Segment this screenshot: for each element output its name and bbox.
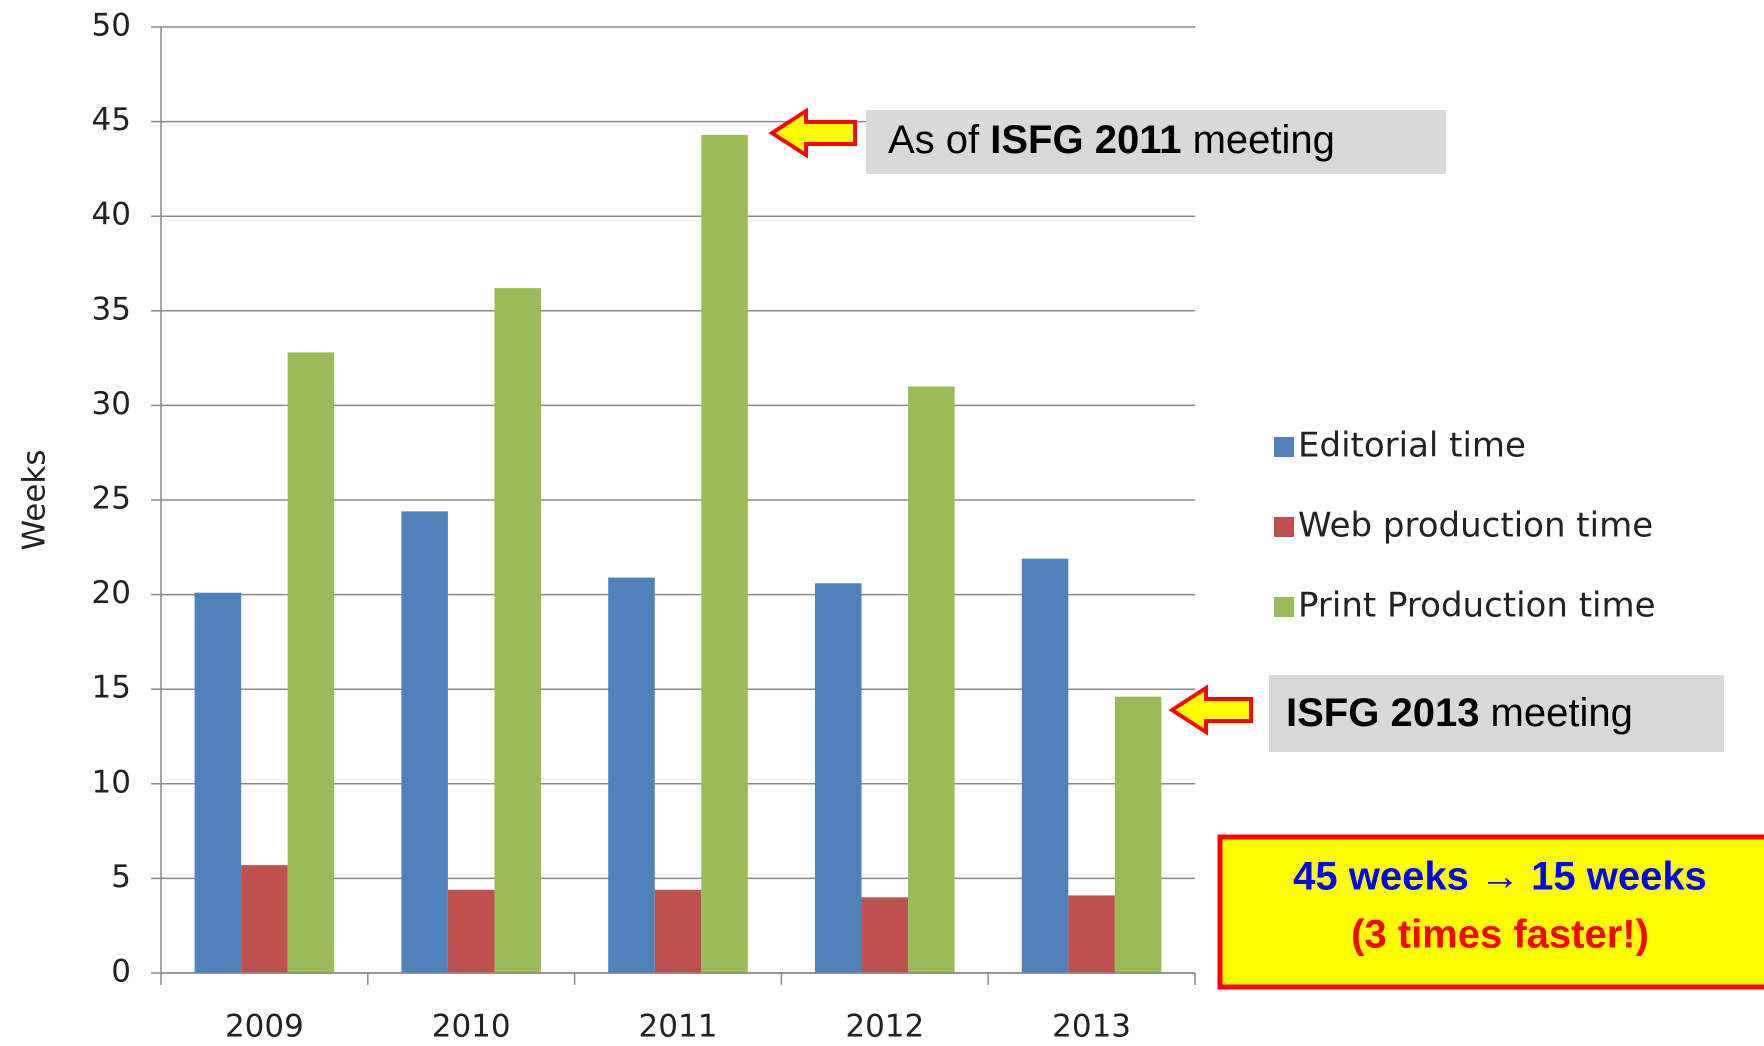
arrow — [1168, 684, 1253, 736]
y-tick-label: 15 — [92, 670, 131, 706]
x-tick-label: 2013 — [1052, 1009, 1131, 1045]
callout-text: (3 times faster!) — [1351, 913, 1649, 957]
bar — [241, 865, 288, 973]
bar — [287, 352, 335, 973]
bar — [815, 583, 862, 973]
bar — [654, 889, 702, 973]
x-tick-label: 2012 — [845, 1009, 924, 1045]
callout-box — [1217, 834, 1764, 990]
y-tick-label: 50 — [92, 8, 131, 44]
annotation-box — [866, 110, 1446, 174]
y-tick-label: 40 — [92, 197, 131, 233]
annotation-text: meeting — [1182, 118, 1335, 162]
bar — [401, 511, 448, 973]
annotation-text: ISFG 2013 — [1286, 691, 1479, 735]
bar — [861, 897, 909, 973]
legend-label: Web production time — [1298, 506, 1653, 546]
bar — [1114, 696, 1162, 973]
y-tick-label: 5 — [111, 859, 131, 895]
plot: 0 5 10 15 20 25 30 35 40 45 50 2009 2010 2011 2012 2013… — [92, 8, 1656, 1045]
y-tick-label: 10 — [92, 764, 131, 800]
x-tick-label: 2011 — [639, 1009, 718, 1045]
bar — [608, 577, 655, 973]
bar — [908, 386, 955, 974]
callout-text: 45 weeks → 15 weeks — [1293, 855, 1707, 899]
annotation-text: ISFG 2011 — [990, 118, 1181, 162]
bar — [1021, 558, 1069, 973]
legend-swatch — [1274, 517, 1294, 537]
x-tick-label: 2009 — [225, 1009, 304, 1045]
annotation: ISFG 2013 meeting — [1286, 691, 1633, 735]
y-axis-label: Weeks — [17, 449, 53, 550]
bar — [447, 889, 495, 973]
legend-swatch — [1274, 437, 1294, 457]
annotation: As of ISFG 2011 meeting — [888, 118, 1335, 162]
y-tick-label: 20 — [92, 575, 131, 611]
y-tick-label: 25 — [92, 481, 131, 517]
legend-label: Editorial time — [1298, 426, 1526, 466]
bar — [701, 134, 748, 973]
arrow — [768, 107, 857, 159]
y-tick-label: 35 — [92, 291, 131, 327]
y-tick-label: 45 — [92, 102, 131, 138]
bar — [194, 592, 242, 973]
bar — [494, 288, 541, 973]
annotation-text: As of — [888, 118, 990, 162]
bar — [1068, 895, 1115, 973]
legend-label: Print Production time — [1298, 586, 1656, 626]
x-tick-label: 2010 — [432, 1009, 511, 1045]
y-tick-label: 30 — [92, 386, 131, 422]
legend-swatch — [1274, 597, 1294, 617]
annotation-text: meeting — [1479, 691, 1632, 735]
y-tick-label: 0 — [111, 954, 131, 990]
annotation-box — [1269, 675, 1724, 752]
